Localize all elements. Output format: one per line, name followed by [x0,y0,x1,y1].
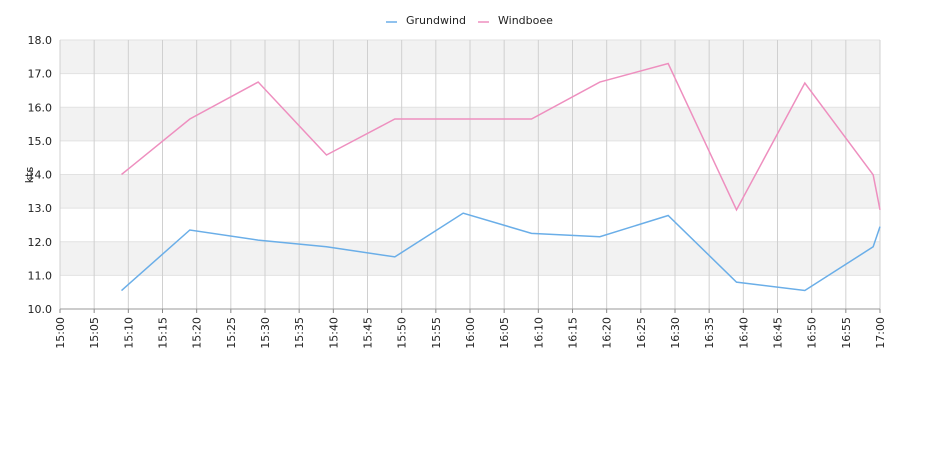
x-tick-label: 16:10 [532,317,545,349]
x-tick-label: 17:00 [874,317,887,349]
series-line [121,212,881,292]
y-tick-label: 18.0 [28,34,53,47]
x-tick-label: 16:35 [703,317,716,349]
x-tick-label: 16:30 [669,317,682,349]
x-tick-label: 15:20 [191,317,204,349]
x-tick-label: 15:05 [88,317,101,349]
y-tick-label: 12.0 [28,236,53,249]
x-tick-label: 16:45 [772,317,785,349]
x-tick-label: 15:55 [430,317,443,349]
x-tick-label: 16:40 [737,317,750,349]
x-tick-label: 16:50 [806,317,819,349]
x-tick-label: 15:35 [293,317,306,349]
x-tick-label: 16:15 [567,317,580,349]
legend-label: Windboee [498,14,553,27]
x-tick-label: 15:40 [327,317,340,349]
y-tick-label: 16.0 [28,101,53,114]
y-tick-label: 10.0 [28,303,53,316]
x-tick-label: 15:25 [225,317,238,349]
x-tick-label: 15:30 [259,317,272,349]
y-axis-label: kts [23,167,36,184]
x-tick-label: 16:20 [601,317,614,349]
legend-label: Grundwind [406,14,466,27]
y-tick-label: 15.0 [28,135,53,148]
x-tick-label: 15:15 [157,317,170,349]
x-tick-label: 16:25 [635,317,648,349]
y-tick-label: 11.0 [28,269,53,282]
y-tick-label: 17.0 [28,68,53,81]
x-tick-label: 16:05 [498,317,511,349]
x-tick-label: 15:10 [122,317,135,349]
y-tick-label: 13.0 [28,202,53,215]
x-tick-label: 15:00 [54,317,67,349]
x-tick-label: 15:45 [362,317,375,349]
series-line [121,62,881,212]
y-tick-label: 14.0 [28,169,53,182]
x-tick-label: 16:00 [464,317,477,349]
x-tick-label: 15:50 [396,317,409,349]
x-tick-label: 16:55 [840,317,853,349]
